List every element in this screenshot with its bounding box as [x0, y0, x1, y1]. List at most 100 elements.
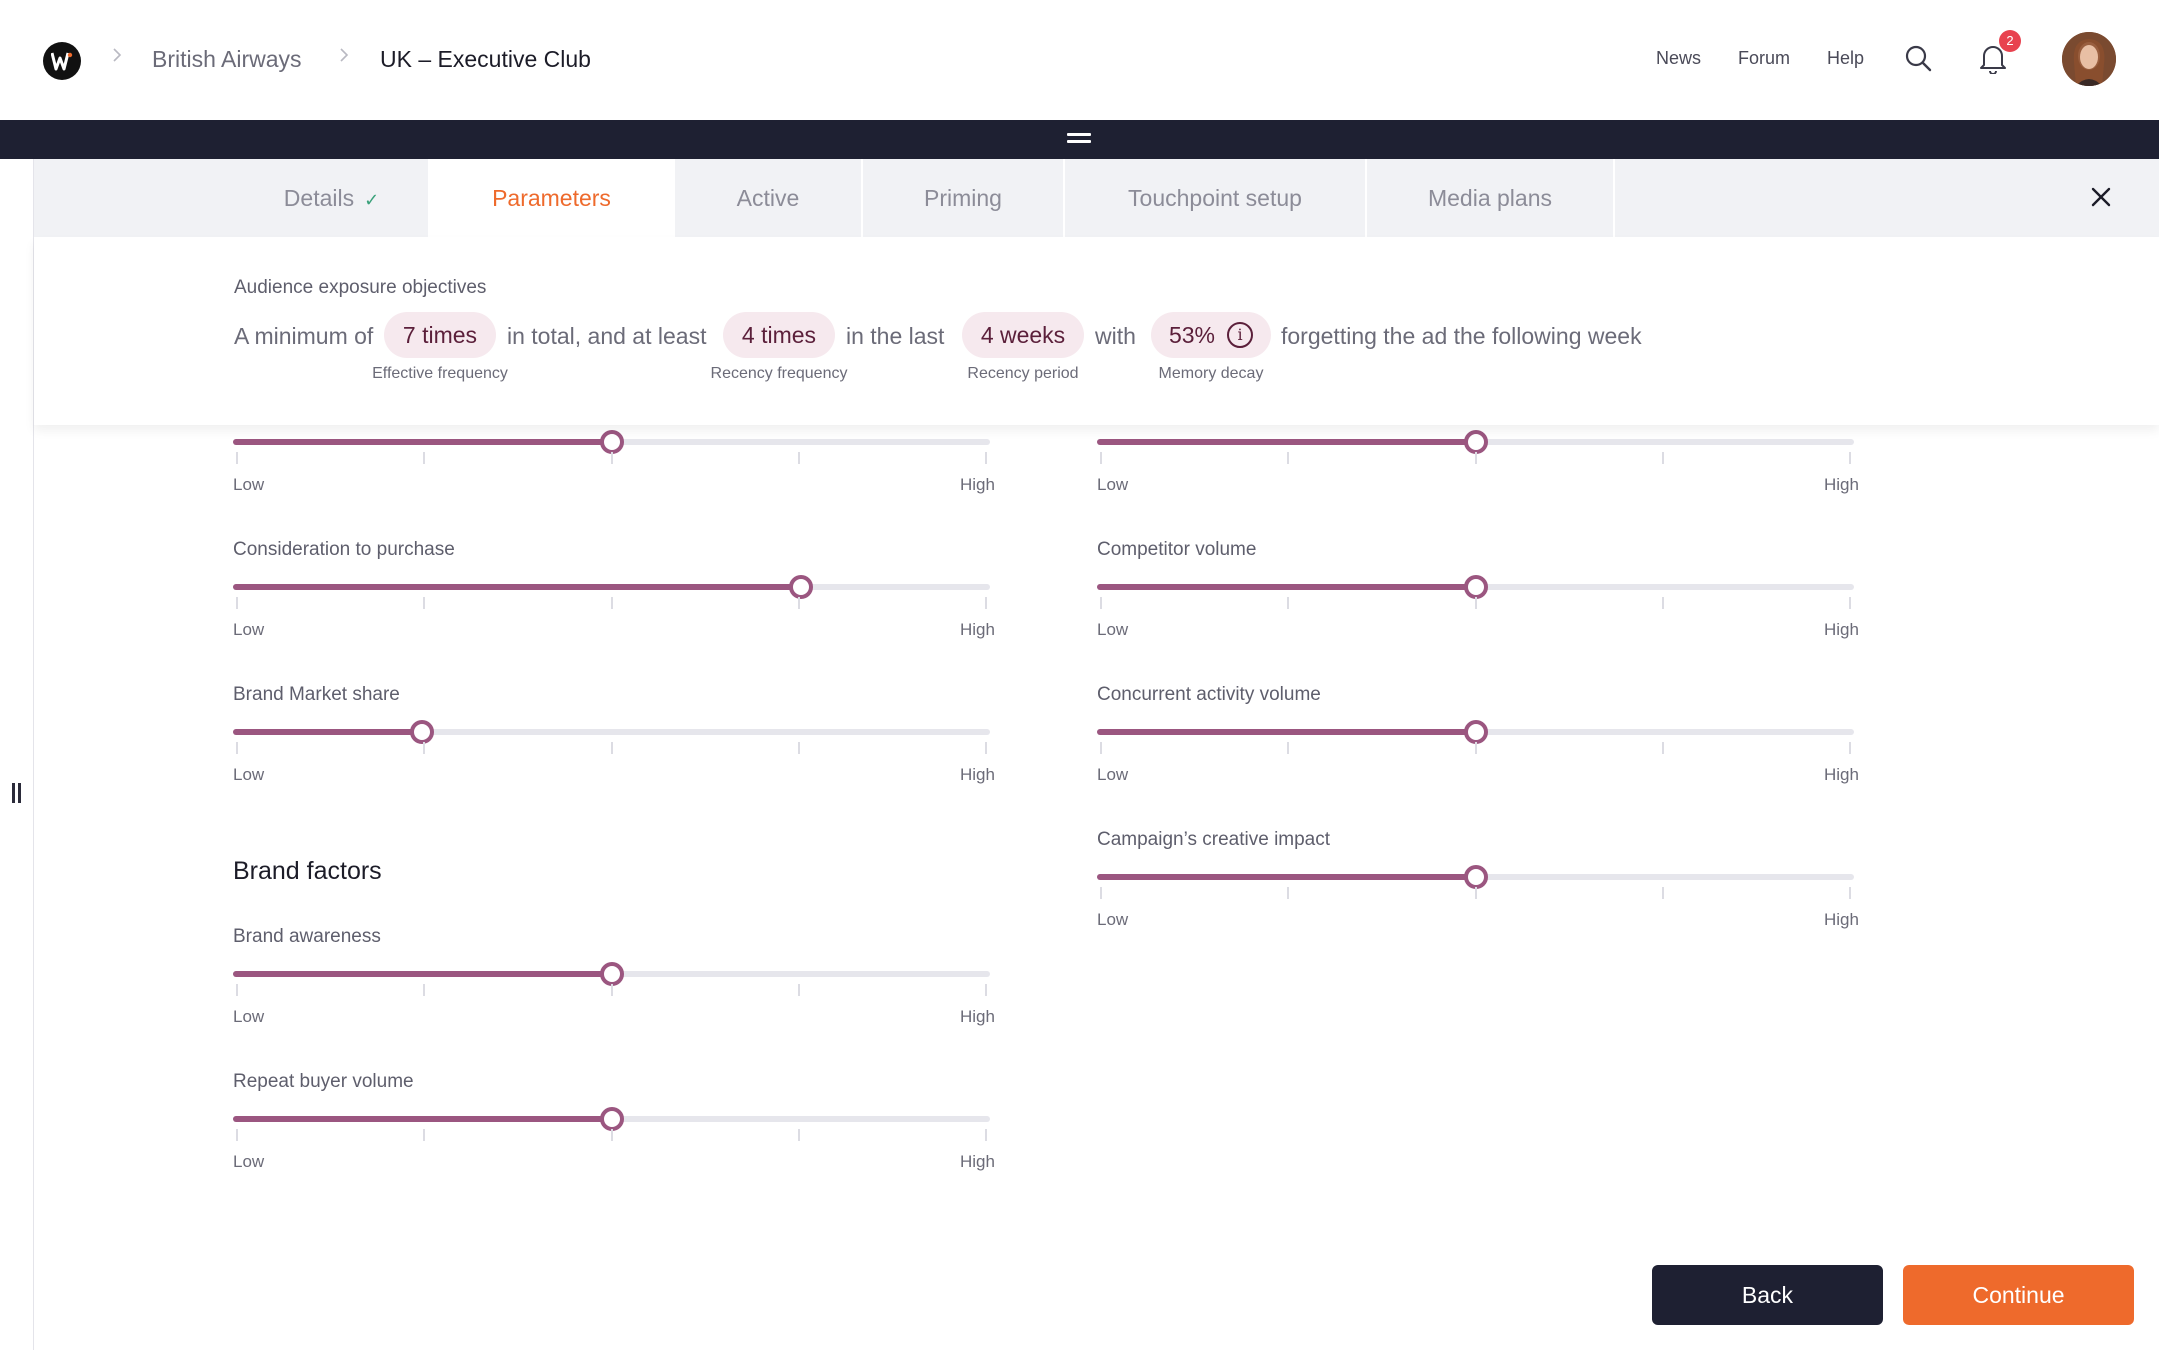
objectives-title: Audience exposure objectives — [234, 277, 487, 298]
slider-tick — [1287, 597, 1290, 609]
slider-tick — [985, 452, 987, 464]
slider-track[interactable] — [233, 720, 990, 754]
slider-tick — [985, 597, 987, 609]
recency-frequency-pill[interactable]: 4 times — [723, 312, 835, 358]
objectives-text: in total, and at least — [507, 323, 707, 349]
slider-low-label: Low — [233, 475, 265, 494]
slider-high-label: High — [960, 1007, 995, 1026]
slider-fill — [233, 439, 612, 445]
slider-high-label: High — [960, 620, 995, 639]
slider-label-concurrent-activity-volume: Concurrent activity volume — [1097, 684, 1321, 705]
objectives-text: with — [1095, 323, 1136, 349]
breadcrumb-current-page: UK – Executive Club — [380, 46, 591, 72]
slider-low-label: Low — [1097, 765, 1129, 784]
slider-tick — [1287, 742, 1290, 754]
tab-active-label: Active — [736, 185, 800, 211]
back-button[interactable]: Back — [1652, 1265, 1883, 1325]
slider-tick — [1849, 887, 1851, 899]
top-bar: British Airways UK – Executive Club News… — [0, 0, 2159, 120]
memory-decay-label: Memory decay — [1158, 365, 1264, 382]
slider-label-brand-awareness: Brand awareness — [233, 926, 381, 947]
slider-tick — [1849, 597, 1851, 609]
memory-decay-pill[interactable]: 53% i — [1151, 312, 1271, 358]
slider-track[interactable] — [233, 1107, 990, 1141]
slider-tick — [797, 597, 800, 609]
slider-fill — [233, 971, 612, 977]
slider-tick — [1287, 452, 1290, 464]
slider-tick — [1661, 742, 1664, 754]
notification-badge: 2 — [1999, 30, 2021, 52]
slider-thumb[interactable] — [1463, 430, 1488, 454]
slider-high-label: High — [1824, 475, 1859, 494]
resize-handle-icon[interactable] — [12, 783, 22, 803]
recency-frequency-label: Recency frequency — [710, 365, 848, 382]
slider-thumb[interactable] — [1463, 575, 1488, 599]
slider-label-repeat-buyer-volume: Repeat buyer volume — [233, 1071, 414, 1092]
close-icon[interactable] — [2090, 186, 2112, 208]
slider-fill — [1097, 439, 1476, 445]
slider-fill — [1097, 584, 1476, 590]
recency-period-pill[interactable]: 4 weeks — [962, 312, 1084, 358]
slider-high-label: High — [1824, 620, 1859, 639]
objectives-text: forgetting the ad the following week — [1281, 323, 1642, 349]
objectives-text: in the last — [846, 323, 945, 349]
avatar[interactable] — [2062, 32, 2116, 86]
slider-track[interactable] — [1097, 430, 1854, 464]
tab-active[interactable]: Active — [675, 159, 863, 237]
slider-thumb[interactable] — [599, 962, 624, 986]
slider-fill — [233, 729, 423, 735]
tab-media-plans[interactable]: Media plans — [1367, 159, 1615, 237]
nav-help-link[interactable]: Help — [1827, 48, 1865, 68]
slider-tick — [1100, 452, 1102, 464]
tab-parameters[interactable]: Parameters — [430, 159, 675, 237]
slider-tick — [1474, 597, 1477, 609]
slider-high-label: High — [960, 1152, 995, 1171]
slider-thumb[interactable] — [599, 430, 624, 454]
tab-details[interactable]: Details ✓ — [235, 159, 430, 237]
slider-tick — [610, 984, 613, 996]
slider-thumb[interactable] — [599, 1107, 624, 1131]
slider-track[interactable] — [1097, 865, 1854, 899]
slider-thumb[interactable] — [1463, 865, 1488, 889]
slider-tick — [797, 984, 800, 996]
breadcrumb-british-airways[interactable]: British Airways — [152, 46, 302, 72]
slider-tick — [985, 742, 987, 754]
tab-parameters-label: Parameters — [492, 185, 611, 211]
bell-icon[interactable] — [1979, 42, 2007, 74]
slider-thumb[interactable] — [788, 575, 813, 599]
slider-track[interactable] — [1097, 575, 1854, 609]
effective-frequency-pill[interactable]: 7 times — [384, 312, 496, 358]
tab-priming[interactable]: Priming — [863, 159, 1065, 237]
info-icon[interactable]: i — [1227, 321, 1254, 348]
recency-period-label: Recency period — [967, 365, 1079, 382]
slider-tick — [610, 597, 613, 609]
slider-tick — [610, 742, 613, 754]
drag-handle-icon[interactable] — [1067, 133, 1091, 145]
slider-track[interactable] — [233, 430, 990, 464]
logo-w-icon[interactable] — [43, 42, 81, 80]
slider-tick — [1849, 742, 1851, 754]
slider-track[interactable] — [233, 575, 990, 609]
slider-fill — [233, 1116, 612, 1122]
tab-touchpoint-setup-label: Touchpoint setup — [1128, 185, 1302, 211]
slider-low-label: Low — [233, 1007, 265, 1026]
nav-news-link[interactable]: News — [1656, 48, 1702, 68]
slider-tick — [1661, 597, 1664, 609]
tab-touchpoint-setup[interactable]: Touchpoint setup — [1065, 159, 1367, 237]
nav-forum-link[interactable]: Forum — [1738, 48, 1791, 68]
continue-button[interactable]: Continue — [1903, 1265, 2134, 1325]
chevron-right-icon — [340, 48, 349, 62]
chevron-right-icon — [113, 48, 122, 62]
search-icon[interactable] — [1904, 44, 1932, 72]
slider-thumb[interactable] — [410, 720, 435, 744]
slider-thumb[interactable] — [1463, 720, 1488, 744]
slider-tick — [797, 452, 800, 464]
slider-high-label: High — [960, 475, 995, 494]
slider-tick — [423, 597, 426, 609]
slider-fill — [233, 584, 801, 590]
slider-tick — [797, 1129, 800, 1141]
slider-track[interactable] — [233, 962, 990, 996]
slider-low-label: Low — [233, 1152, 265, 1171]
slider-track[interactable] — [1097, 720, 1854, 754]
slider-tick — [423, 742, 426, 754]
